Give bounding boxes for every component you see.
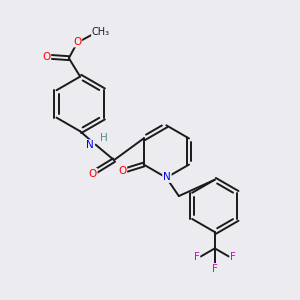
Text: F: F (212, 264, 218, 274)
Text: O: O (73, 37, 81, 46)
Text: O: O (88, 169, 97, 179)
Text: CH₃: CH₃ (92, 27, 110, 37)
Text: F: F (230, 252, 236, 262)
Text: O: O (42, 52, 50, 62)
Text: H: H (100, 133, 108, 143)
Text: F: F (194, 252, 200, 262)
Text: O: O (118, 167, 126, 176)
Text: N: N (86, 140, 94, 150)
Text: N: N (163, 172, 171, 182)
